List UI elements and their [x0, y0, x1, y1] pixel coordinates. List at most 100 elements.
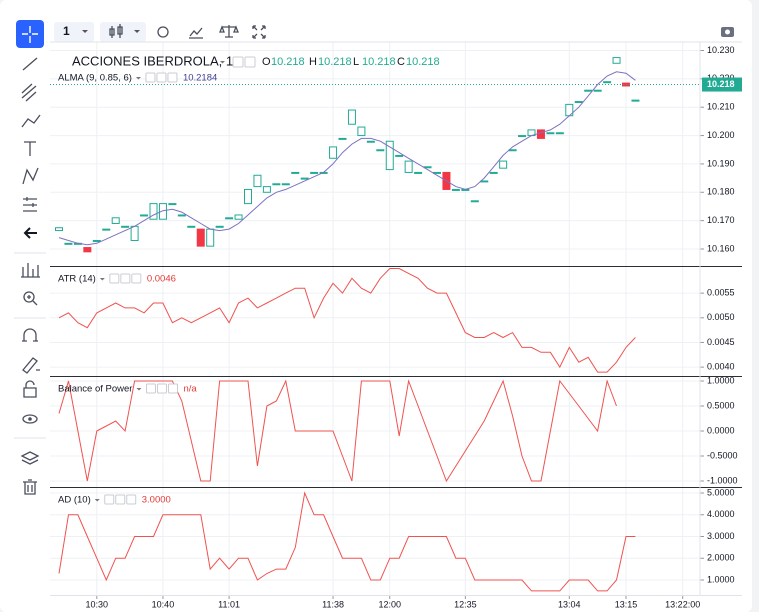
- zoom-icon: [27, 295, 38, 306]
- ohlc-key: O: [262, 56, 271, 68]
- candles-icon: [109, 24, 123, 38]
- compare-icon[interactable]: [219, 25, 239, 38]
- legend-button[interactable]: [156, 72, 167, 83]
- indicators-icon[interactable]: [189, 27, 203, 39]
- magnet-tool[interactable]: [22, 328, 38, 342]
- legend-button[interactable]: [109, 273, 120, 284]
- y-tick-label: 0.0055: [707, 288, 735, 298]
- remove-tool[interactable]: [23, 479, 37, 495]
- back-tool[interactable]: [23, 227, 37, 239]
- candle-up: [480, 180, 489, 183]
- crosshair-icon: [22, 26, 38, 43]
- y-tick-label: 0.0050: [707, 312, 735, 322]
- legend-button[interactable]: [167, 383, 178, 394]
- candle-up: [574, 101, 583, 104]
- candle-down: [536, 129, 545, 139]
- snapshot-lens: [725, 29, 730, 35]
- time-tick-label: 12:35: [454, 599, 477, 609]
- text-tool[interactable]: [24, 141, 36, 156]
- candle-up: [177, 214, 186, 217]
- y-tick-label: 10.160: [707, 243, 735, 253]
- indicator-line: [58, 268, 636, 373]
- legend-button[interactable]: [145, 383, 156, 394]
- candle-up: [612, 57, 621, 64]
- candle-up: [584, 89, 593, 92]
- measure-tool[interactable]: [21, 263, 40, 278]
- candle-up: [499, 160, 508, 169]
- prediction-tool[interactable]: [23, 197, 37, 212]
- symbol-title: ACCIONES IBERDROLA, 1: [72, 53, 233, 68]
- y-tick-label: 10.180: [707, 187, 735, 197]
- zoom-tool[interactable]: [23, 291, 35, 303]
- crosshair-tool[interactable]: [16, 20, 44, 48]
- trend-line-tool[interactable]: [22, 57, 38, 71]
- time-tick-label: 13:22:00: [665, 599, 700, 609]
- time-tick-label: 10:30: [86, 599, 109, 609]
- y-tick-label: 1.0000: [707, 574, 735, 584]
- candle-up: [281, 183, 290, 186]
- candle-up: [404, 160, 413, 173]
- legend-button[interactable]: [156, 383, 167, 394]
- candle-up: [158, 203, 167, 220]
- y-tick-label: 5.0000: [707, 487, 735, 497]
- candle-up: [385, 140, 394, 171]
- chart-type-select[interactable]: [100, 22, 146, 42]
- candle-up: [55, 227, 63, 232]
- y-tick-label: 2.0000: [707, 553, 735, 563]
- legend-button[interactable]: [145, 72, 156, 83]
- candle-up: [338, 137, 347, 140]
- legend-button[interactable]: [244, 56, 256, 68]
- dropdown-arrow: [82, 30, 88, 33]
- candle-down: [83, 247, 92, 253]
- legend-button[interactable]: [167, 72, 178, 83]
- candle-up: [395, 154, 404, 157]
- xabcd-tool[interactable]: [22, 167, 39, 185]
- ohlc-key: C: [397, 56, 405, 68]
- candle-up: [130, 225, 139, 241]
- fullscreen-icon[interactable]: [252, 25, 266, 39]
- candle-up: [366, 140, 375, 143]
- indicator-name: AD (10): [58, 495, 91, 506]
- time-tick-label: 13:04: [558, 599, 581, 609]
- plot-area: 10:30 10:40 11:01 11:38 12:00 12:35 13:04 13:15…: [50, 41, 742, 609]
- visibility-tool[interactable]: [22, 414, 38, 424]
- candle-up: [149, 203, 158, 220]
- legend-button[interactable]: [131, 273, 142, 284]
- y-tick-label: 0.0000: [707, 425, 735, 435]
- interval-select[interactable]: [54, 22, 94, 42]
- y-tick-label: 10.170: [707, 215, 735, 225]
- candle-up: [272, 183, 281, 186]
- last-price-label: 10.218: [707, 79, 735, 89]
- legend-button[interactable]: [126, 494, 137, 505]
- title-arrow: [220, 61, 225, 64]
- candle-up: [347, 109, 356, 125]
- legend-arrow: [94, 499, 100, 502]
- indicator-name: Balance of Power: [58, 384, 132, 395]
- indicator-name: ATR (14): [58, 274, 96, 285]
- stay-drawing-tool[interactable]: [22, 357, 40, 374]
- ohlc-key: H: [309, 56, 317, 68]
- candle-up: [603, 81, 612, 84]
- y-tick-label: -0.5000: [707, 450, 738, 460]
- candle-up: [300, 177, 309, 180]
- legend-button[interactable]: [104, 494, 115, 505]
- candle-up: [555, 132, 564, 135]
- legend-arrow: [99, 278, 105, 281]
- fib-tool[interactable]: [21, 83, 37, 102]
- y-tick-label: 0.0040: [707, 361, 735, 371]
- lock-tool[interactable]: [23, 380, 37, 398]
- indicator-line: [58, 491, 636, 592]
- legend-arrow: [136, 388, 142, 391]
- object-tree-tool[interactable]: [20, 451, 40, 465]
- settings-icon[interactable]: [157, 26, 169, 38]
- candle-down: [196, 228, 205, 247]
- indicator-value: 0.0046: [147, 274, 176, 285]
- legend-button[interactable]: [115, 494, 126, 505]
- ohlc-value: 10.218: [271, 56, 305, 68]
- pattern-tool[interactable]: [21, 114, 41, 128]
- candle-up: [357, 126, 366, 137]
- legend-button[interactable]: [120, 273, 131, 284]
- legend-button[interactable]: [232, 56, 244, 68]
- y-tick-label: -1.0000: [707, 475, 738, 485]
